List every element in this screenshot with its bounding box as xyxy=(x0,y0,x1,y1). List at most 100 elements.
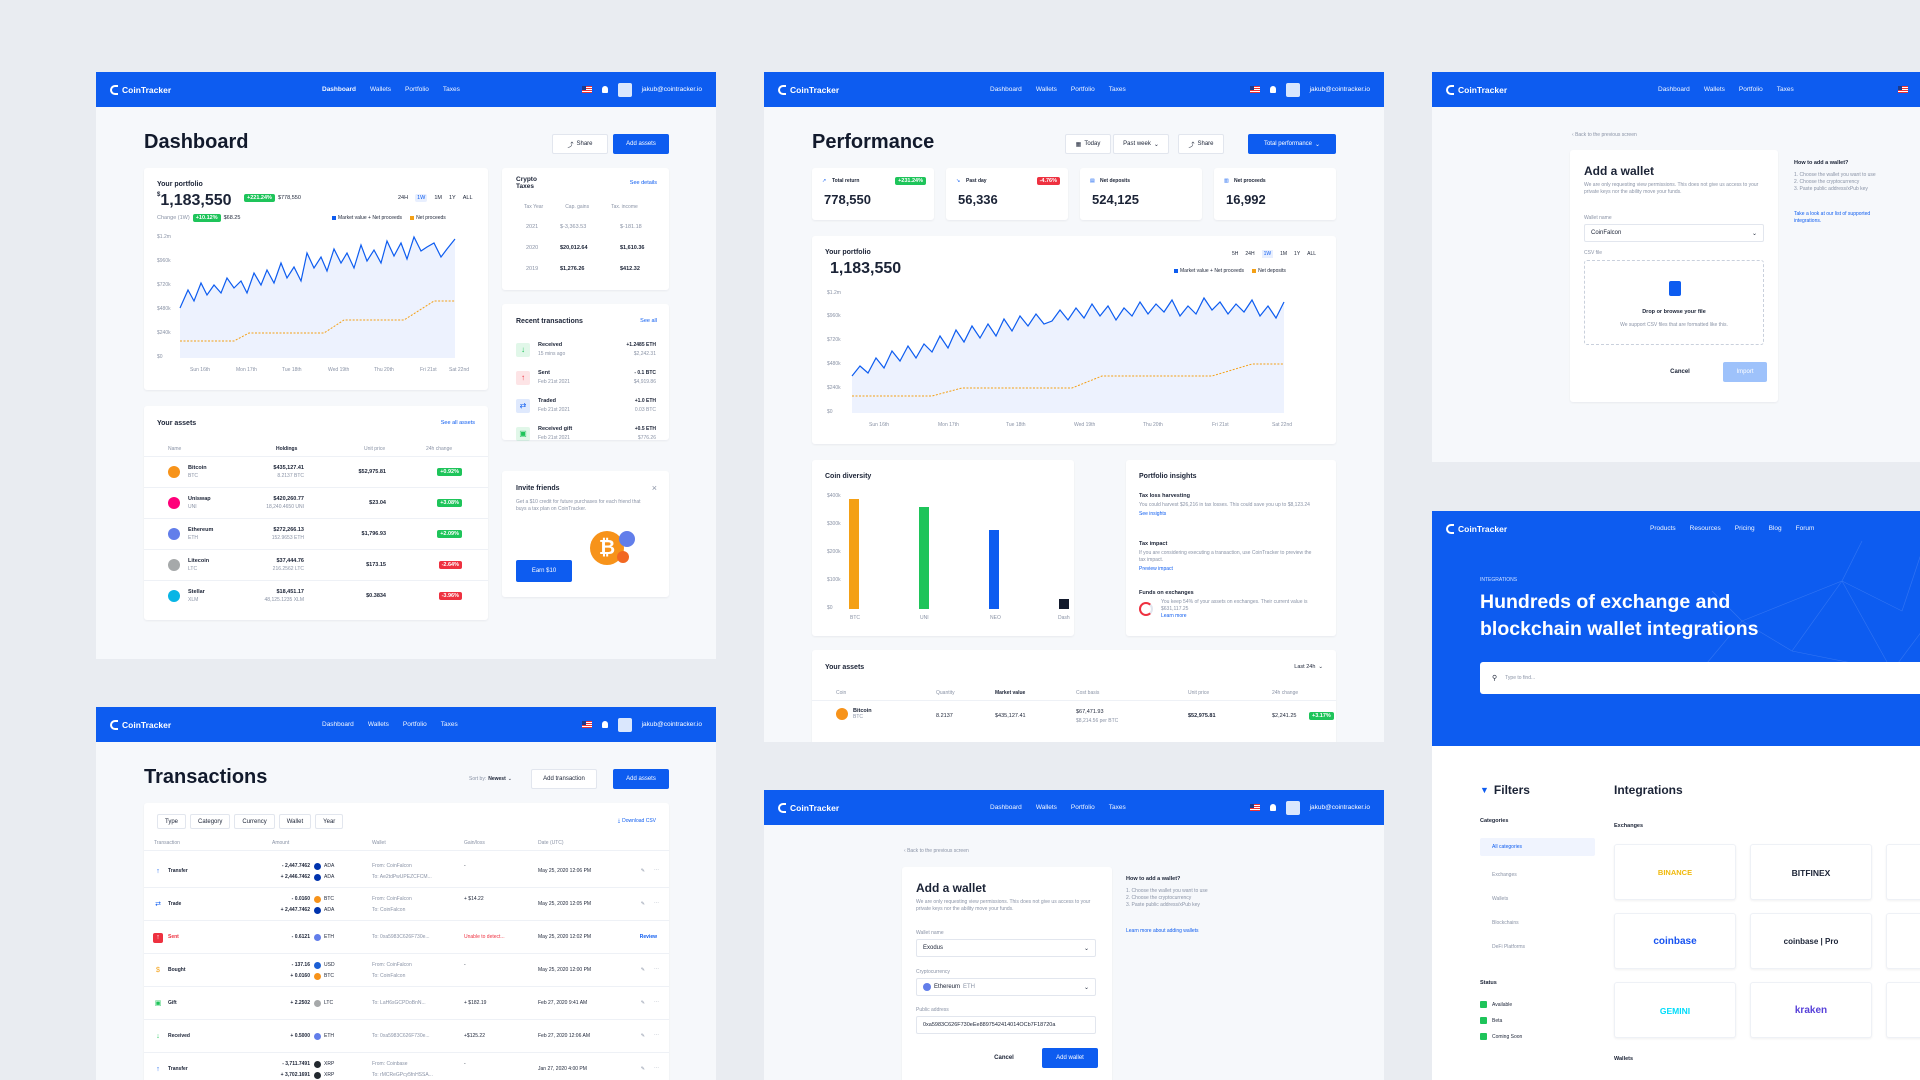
learn-more-link[interactable]: Learn more xyxy=(1161,613,1187,619)
exchange-gemini[interactable]: GEMINI xyxy=(1614,982,1736,1038)
avatar[interactable] xyxy=(617,82,632,97)
range-1w[interactable]: 1W xyxy=(1261,250,1274,258)
see-all-assets-link[interactable]: See all assets xyxy=(440,420,475,426)
more-icon[interactable]: ⋯ xyxy=(654,867,659,873)
nav-taxes[interactable]: Taxes xyxy=(440,721,458,728)
asset-row[interactable]: Stellar XLM $18,451.17 48,125.1235 XLM $… xyxy=(144,580,488,611)
edit-icon[interactable]: ✎ xyxy=(640,1066,645,1072)
share-button[interactable]: ⤴ Share xyxy=(1178,134,1224,154)
nav-pricing[interactable]: Pricing xyxy=(1734,525,1755,532)
user-email[interactable]: jakub@cointracker.io xyxy=(1309,86,1370,93)
add-assets-button[interactable]: Add assets xyxy=(613,769,669,789)
wallet-name-select[interactable]: Exodus ⌄ xyxy=(916,939,1096,957)
bell-icon[interactable] xyxy=(1269,86,1276,93)
csv-dropzone[interactable]: Drop or browse your file We support CSV … xyxy=(1584,260,1764,345)
asset-coin[interactable]: Bitcoin BTC xyxy=(836,708,872,720)
col-24h-change[interactable]: 24h change xyxy=(1272,690,1299,696)
see-details-link[interactable]: See details xyxy=(629,180,657,186)
filter-type[interactable]: Type xyxy=(157,814,187,829)
search-input[interactable]: Type to find... xyxy=(1505,675,1536,681)
col-market-value[interactable]: Market value xyxy=(995,690,1026,696)
flag-icon[interactable] xyxy=(1249,86,1260,93)
asset-row[interactable]: Bitcoin BTC $435,127.41 8.2137 BTC $52,9… xyxy=(144,456,488,487)
avatar[interactable] xyxy=(1285,82,1300,97)
cancel-button[interactable]: Cancel xyxy=(994,1055,1014,1061)
performance-chart[interactable]: $1.2m $960k $720k $480k $240k $0 Sun 16t… xyxy=(812,286,1336,444)
bar-uni[interactable] xyxy=(919,507,929,609)
col-unit-price[interactable]: Unit price xyxy=(364,446,386,452)
flag-icon[interactable] xyxy=(581,721,592,728)
nav-products[interactable]: Products xyxy=(1650,525,1676,532)
transaction-row[interactable]: ↑ Transfer - 2,447.7462 ADA + 2,446.7462 … xyxy=(144,855,669,888)
transaction-row[interactable]: ↓ Received + 0.5000 ETH To: 0xa5983C626F… xyxy=(144,1020,669,1053)
stat-card[interactable]: ▤ Net deposits 524,125 xyxy=(1080,168,1202,220)
transaction-row[interactable]: ↑ Sent - 0.6121 ETH To: 0xa5983C626F730e… xyxy=(144,921,669,954)
recent-transaction-item[interactable]: ▣ Received gift Feb 21st 2021 +0.5 ETH $… xyxy=(516,426,656,450)
nav-wallets[interactable]: Wallets xyxy=(369,86,392,93)
range-1y[interactable]: 1Y xyxy=(448,195,456,201)
col-unit-price[interactable]: Unit price xyxy=(1188,690,1210,696)
status-available[interactable]: Available xyxy=(1480,1001,1512,1008)
bar-neo[interactable] xyxy=(989,530,999,609)
exchange-card-partial[interactable] xyxy=(1886,982,1920,1038)
avatar[interactable] xyxy=(617,717,632,732)
flag-icon[interactable] xyxy=(1898,86,1908,93)
exchange-kraken[interactable]: kraken xyxy=(1750,982,1872,1038)
cointracker-logo[interactable]: CoinTracker xyxy=(778,84,839,95)
avatar[interactable] xyxy=(1285,800,1300,815)
download-csv-link[interactable]: ⤓ Download CSV xyxy=(618,818,656,824)
flag-icon[interactable] xyxy=(1249,804,1260,811)
asset-row[interactable]: Uniswap UNI $420,260.77 18,240.4650 UNI … xyxy=(144,487,488,518)
nav-portfolio[interactable]: Portfolio xyxy=(402,721,427,728)
nav-wallets[interactable]: Wallets xyxy=(1703,86,1725,93)
back-link[interactable]: ‹ Back to the previous screen xyxy=(1572,132,1637,138)
nav-wallets[interactable]: Wallets xyxy=(1035,804,1057,811)
bell-icon[interactable] xyxy=(601,86,608,93)
nav-resources[interactable]: Resources xyxy=(1689,525,1721,532)
search-bar[interactable]: ⚲ Type to find... xyxy=(1480,662,1920,694)
more-icon[interactable]: ⋯ xyxy=(654,999,659,1005)
range-1w[interactable]: 1W xyxy=(415,194,428,202)
col-24h-change[interactable]: 24h change xyxy=(426,446,453,452)
range-all[interactable]: ALL xyxy=(1307,251,1317,257)
col-gain-loss[interactable]: Gain/loss xyxy=(464,840,485,846)
asset-row[interactable]: Litecoin LTC $37,444.76 216.2562 LTC $17… xyxy=(144,549,488,580)
cointracker-logo[interactable]: CoinTracker xyxy=(778,802,839,813)
nav-taxes[interactable]: Taxes xyxy=(442,86,460,93)
import-button[interactable]: Import xyxy=(1723,362,1767,382)
cancel-button[interactable]: Cancel xyxy=(1670,369,1690,375)
learn-more-link[interactable]: Learn more about adding wallets xyxy=(1126,928,1199,934)
nav-dashboard[interactable]: Dashboard xyxy=(1658,86,1690,93)
today-button[interactable]: ▦ Today xyxy=(1065,134,1111,154)
tax-row[interactable]: 2021 $-3,363.53 $-181.18 xyxy=(526,224,642,230)
flag-icon[interactable] xyxy=(581,86,592,93)
edit-icon[interactable]: ✎ xyxy=(640,868,645,874)
filter-year[interactable]: Year xyxy=(315,814,344,829)
exchange-binance[interactable]: BINANCE xyxy=(1614,844,1736,900)
nav-portfolio[interactable]: Portfolio xyxy=(1070,86,1095,93)
more-icon[interactable]: ⋯ xyxy=(654,1065,659,1071)
category-wallets[interactable]: Wallets xyxy=(1492,896,1509,902)
filter-currency[interactable]: Currency xyxy=(234,814,275,829)
stat-card[interactable]: ↘ Past day -4.76% 56,336 xyxy=(946,168,1068,220)
bell-icon[interactable] xyxy=(601,721,608,728)
close-icon[interactable]: × xyxy=(651,483,657,493)
stat-card[interactable]: ↗ Total return +231.24% 778,550 xyxy=(812,168,934,220)
transaction-row[interactable]: ▣ Gift + 2.2502 LTC To: LaH6sGCPDoBnN...… xyxy=(144,987,669,1020)
range-1m[interactable]: 1M xyxy=(434,195,442,201)
nav-portfolio[interactable]: Portfolio xyxy=(1738,86,1763,93)
nav-taxes[interactable]: Taxes xyxy=(1776,86,1794,93)
nav-wallets[interactable]: Wallets xyxy=(367,721,389,728)
nav-dashboard[interactable]: Dashboard xyxy=(990,804,1022,811)
range-5h[interactable]: 5H xyxy=(1232,251,1239,257)
edit-icon[interactable]: ✎ xyxy=(640,1033,645,1039)
total-performance-button[interactable]: Total performance ⌄ xyxy=(1248,134,1336,154)
col-name[interactable]: Name xyxy=(168,446,182,452)
address-input[interactable]: 0xa5983C626F730eEe8897542414014OCb7F1872… xyxy=(916,1016,1096,1034)
edit-icon[interactable]: ✎ xyxy=(640,967,645,973)
bar-btc[interactable] xyxy=(849,499,859,609)
add-assets-button[interactable]: Add assets xyxy=(613,134,669,154)
cointracker-logo[interactable]: CoinTracker xyxy=(110,84,171,95)
status-beta[interactable]: Beta xyxy=(1480,1017,1502,1024)
more-icon[interactable]: ⋯ xyxy=(654,900,659,906)
